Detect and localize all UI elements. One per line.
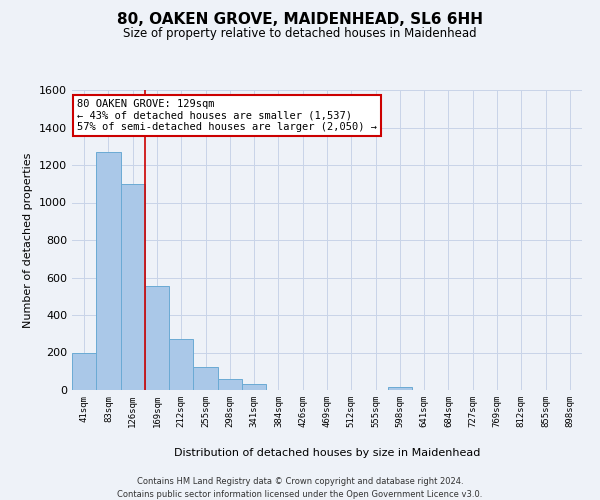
Bar	[96, 152, 121, 390]
Y-axis label: Number of detached properties: Number of detached properties	[23, 152, 34, 328]
Bar	[388, 387, 412, 390]
Text: Size of property relative to detached houses in Maidenhead: Size of property relative to detached ho…	[123, 28, 477, 40]
Text: 80 OAKEN GROVE: 129sqm
← 43% of detached houses are smaller (1,537)
57% of semi-: 80 OAKEN GROVE: 129sqm ← 43% of detached…	[77, 99, 377, 132]
Bar	[121, 184, 145, 390]
Bar	[145, 286, 169, 390]
Bar	[72, 352, 96, 390]
Bar	[218, 379, 242, 390]
Text: Contains public sector information licensed under the Open Government Licence v3: Contains public sector information licen…	[118, 490, 482, 499]
Bar	[242, 384, 266, 390]
Text: Contains HM Land Registry data © Crown copyright and database right 2024.: Contains HM Land Registry data © Crown c…	[137, 478, 463, 486]
Text: 80, OAKEN GROVE, MAIDENHEAD, SL6 6HH: 80, OAKEN GROVE, MAIDENHEAD, SL6 6HH	[117, 12, 483, 28]
Text: Distribution of detached houses by size in Maidenhead: Distribution of detached houses by size …	[174, 448, 480, 458]
Bar	[193, 366, 218, 390]
Bar	[169, 340, 193, 390]
